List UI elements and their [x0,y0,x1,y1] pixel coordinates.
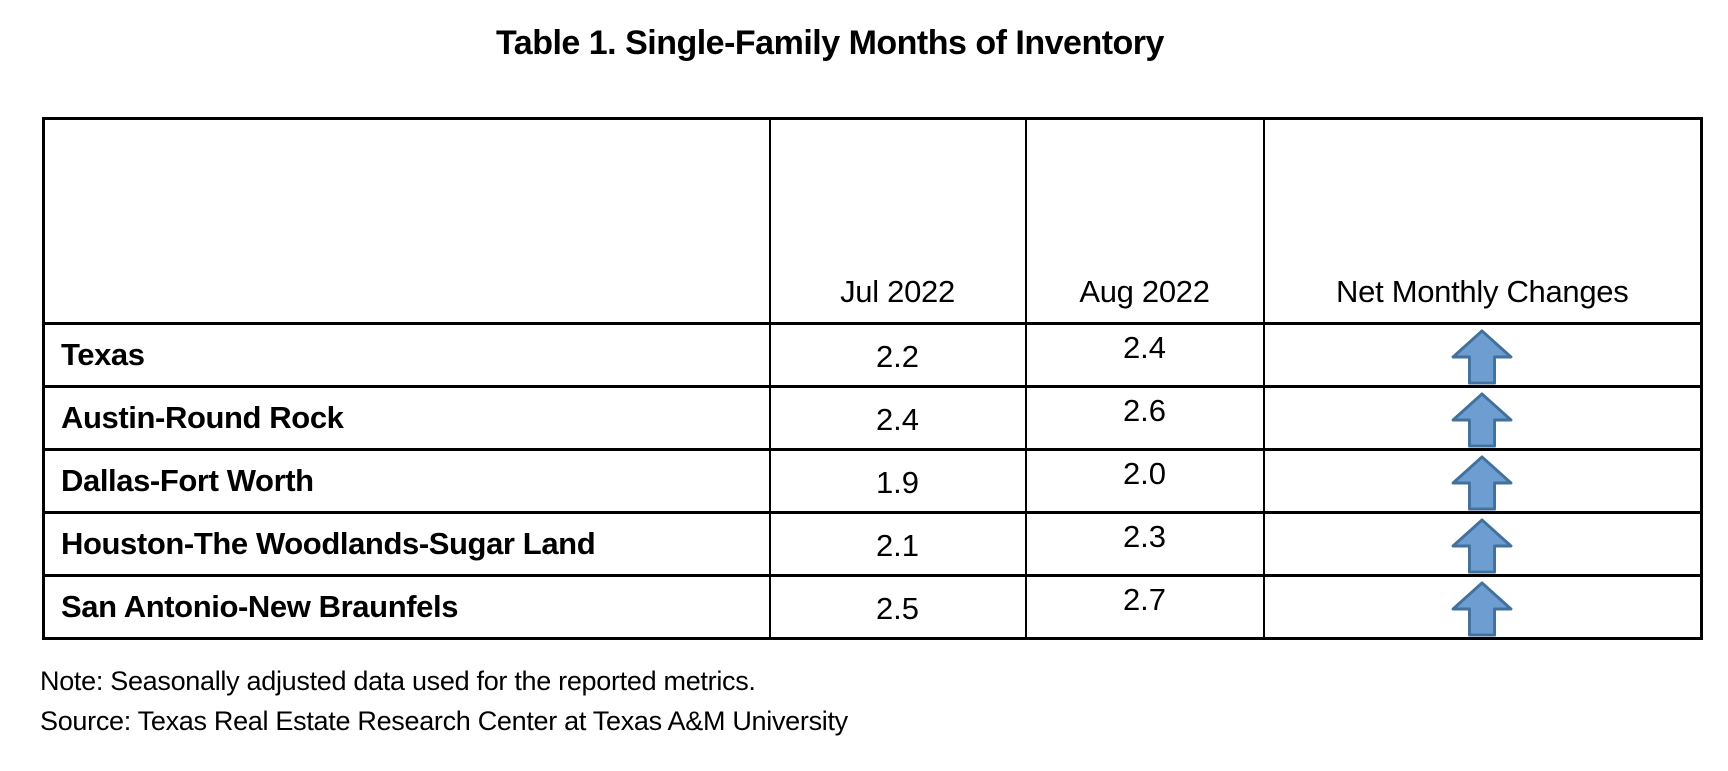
jul-value-cell: 2.1 [768,511,1027,577]
region-label: Dallas-Fort Worth [42,448,771,514]
jul-value-cell: 2.5 [768,574,1027,640]
table-row: Austin-Round Rock 2.4 2.6 [42,385,1703,451]
up-arrow-icon [1451,518,1513,573]
jul-value: 2.2 [875,339,920,374]
net-change-cell [1262,322,1703,388]
up-arrow-icon [1451,581,1513,636]
net-change-cell [1262,385,1703,451]
region-label: Houston-The Woodlands-Sugar Land [42,511,771,577]
aug-value-cell: 2.6 [1024,385,1265,451]
table-body: Texas 2.2 2.4 Austin-Round Rock 2.4 2.6 … [42,322,1703,640]
aug-value: 2.7 [1122,582,1167,617]
up-arrow-icon [1451,455,1513,510]
region-label: Texas [42,322,771,388]
source-text: Source: Texas Real Estate Research Cente… [40,706,848,736]
up-arrow-icon [1451,329,1513,384]
jul-value: 1.9 [875,465,920,500]
column-header-net-monthly-changes: Net Monthly Changes [1262,117,1703,325]
jul-value: 2.5 [875,591,920,626]
table-row: Houston-The Woodlands-Sugar Land 2.1 2.3 [42,511,1703,577]
table-header: Jul 2022 Aug 2022 Net Monthly Changes [42,117,1703,325]
region-label: San Antonio-New Braunfels [42,574,771,640]
aug-value: 2.6 [1122,393,1167,428]
page-title: Table 1. Single-Family Months of Invento… [496,24,1164,62]
column-header-region [42,117,771,325]
jul-value-cell: 2.4 [768,385,1027,451]
jul-value-cell: 2.2 [768,322,1027,388]
jul-value-cell: 1.9 [768,448,1027,514]
aug-value-cell: 2.4 [1024,322,1265,388]
net-change-cell [1262,448,1703,514]
header-row: Jul 2022 Aug 2022 Net Monthly Changes [42,117,1703,325]
aug-value: 2.4 [1122,330,1167,365]
aug-value: 2.3 [1122,519,1167,554]
note-text: Note: Seasonally adjusted data used for … [40,666,756,696]
table-row: San Antonio-New Braunfels 2.5 2.7 [42,574,1703,640]
column-header-jul-2022: Jul 2022 [768,117,1027,325]
table-row: Dallas-Fort Worth 1.9 2.0 [42,448,1703,514]
aug-value-cell: 2.0 [1024,448,1265,514]
net-change-cell [1262,574,1703,640]
jul-value: 2.1 [875,528,920,563]
net-change-cell [1262,511,1703,577]
up-arrow-icon [1451,392,1513,447]
jul-value: 2.4 [875,402,920,437]
region-label: Austin-Round Rock [42,385,771,451]
aug-value-cell: 2.3 [1024,511,1265,577]
column-header-aug-2022: Aug 2022 [1024,117,1265,325]
table-row: Texas 2.2 2.4 [42,322,1703,388]
inventory-table: Jul 2022 Aug 2022 Net Monthly Changes Te… [42,117,1703,640]
aug-value-cell: 2.7 [1024,574,1265,640]
report-page: Table 1. Single-Family Months of Invento… [0,24,1728,771]
aug-value: 2.0 [1122,456,1167,491]
